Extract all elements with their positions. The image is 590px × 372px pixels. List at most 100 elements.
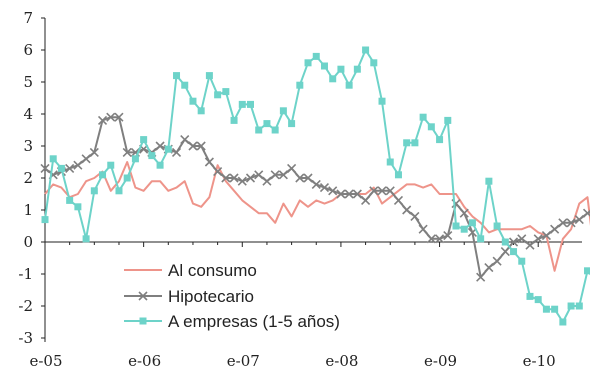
data-point — [164, 145, 172, 153]
chart-axes: -3 -2 -1 0 1 2 3 4 5 6 7 e-05 e-06 e-07 e-08 e-09 e-10 — [18, 9, 582, 370]
data-point — [584, 267, 590, 275]
data-point — [574, 215, 584, 225]
data-point — [97, 115, 108, 125]
data-point — [345, 81, 353, 89]
data-point — [362, 46, 370, 54]
data-point — [155, 141, 165, 151]
data-point — [518, 257, 526, 265]
data-point — [57, 164, 65, 172]
x-tick-label: e-10 — [523, 352, 556, 370]
data-point — [229, 173, 239, 183]
data-point — [485, 177, 493, 185]
data-point — [336, 189, 346, 199]
data-point — [99, 171, 107, 179]
y-tick-label: 3 — [23, 137, 33, 155]
data-point — [49, 155, 57, 163]
legend-label-hipotecario: Hipotecario — [168, 287, 254, 306]
data-point — [214, 91, 222, 99]
data-point — [444, 116, 452, 124]
data-point — [510, 248, 518, 256]
data-point — [41, 216, 49, 224]
data-point — [238, 100, 246, 108]
data-point — [452, 222, 460, 230]
data-point — [255, 126, 263, 134]
legend-label-empresas: A empresas (1-5 años) — [168, 312, 340, 331]
data-point — [171, 147, 182, 157]
data-point — [279, 107, 287, 115]
data-point — [107, 161, 115, 169]
y-tick-label: -2 — [18, 297, 33, 315]
data-point — [460, 225, 468, 233]
y-tick-label: -1 — [18, 265, 33, 283]
data-point — [204, 157, 214, 167]
data-point — [558, 218, 568, 228]
data-point — [370, 59, 378, 67]
legend-marker — [139, 317, 147, 325]
data-point — [459, 208, 469, 218]
data-point — [329, 75, 337, 83]
data-point — [534, 296, 542, 304]
data-point — [582, 208, 590, 218]
data-point — [65, 163, 75, 173]
data-point — [213, 167, 223, 177]
data-point — [245, 173, 256, 183]
y-tick-label: 7 — [23, 9, 33, 27]
series-consumo — [44, 161, 590, 272]
data-point — [263, 120, 271, 128]
data-point — [525, 240, 535, 250]
x-tick-label: e-08 — [325, 352, 358, 370]
data-point — [303, 173, 313, 183]
data-point — [237, 176, 247, 186]
data-point — [559, 318, 567, 326]
data-point — [90, 187, 98, 195]
y-tick-label: -3 — [18, 329, 33, 347]
x-tick-label: e-07 — [227, 352, 260, 370]
data-point — [369, 186, 379, 196]
data-point — [197, 107, 205, 115]
data-point — [492, 256, 502, 266]
chart-legend: Al consumo Hipotecario A empresas (1-5 año… — [124, 261, 340, 331]
data-point — [541, 231, 551, 241]
x-tick-label: e-09 — [424, 352, 457, 370]
data-point — [477, 235, 485, 243]
data-point — [270, 170, 280, 180]
series-line-consumo — [44, 161, 590, 272]
data-point — [418, 224, 428, 234]
data-point — [551, 305, 559, 313]
data-point — [188, 141, 198, 151]
data-point — [517, 234, 527, 244]
data-point — [533, 234, 543, 244]
data-point — [221, 173, 231, 183]
data-point — [230, 116, 238, 124]
data-point — [410, 211, 420, 221]
data-point — [130, 147, 140, 157]
y-tick-label: 1 — [23, 201, 33, 219]
data-point — [575, 302, 583, 310]
series-empresas — [41, 46, 590, 326]
data-point — [196, 141, 206, 151]
y-tick-label: 4 — [23, 105, 33, 123]
x-tick-label: e-06 — [128, 352, 161, 370]
data-point — [508, 237, 519, 247]
data-point — [501, 238, 509, 246]
data-point — [484, 263, 494, 273]
data-point — [180, 135, 190, 145]
data-point — [353, 65, 361, 73]
data-point — [148, 152, 156, 160]
data-point — [89, 147, 99, 157]
y-tick-label: 0 — [23, 233, 33, 251]
data-point — [361, 195, 371, 205]
data-point — [411, 139, 419, 147]
chart-series — [40, 46, 590, 326]
data-point — [344, 189, 354, 199]
y-tick-label: 6 — [23, 41, 33, 59]
data-point — [328, 186, 338, 196]
data-point — [476, 272, 486, 282]
data-point — [426, 234, 436, 244]
data-point — [115, 187, 123, 195]
data-point — [82, 235, 90, 243]
x-tick-label: e-05 — [29, 352, 62, 370]
data-point — [254, 170, 264, 180]
data-point — [386, 158, 394, 166]
data-point — [311, 179, 321, 189]
